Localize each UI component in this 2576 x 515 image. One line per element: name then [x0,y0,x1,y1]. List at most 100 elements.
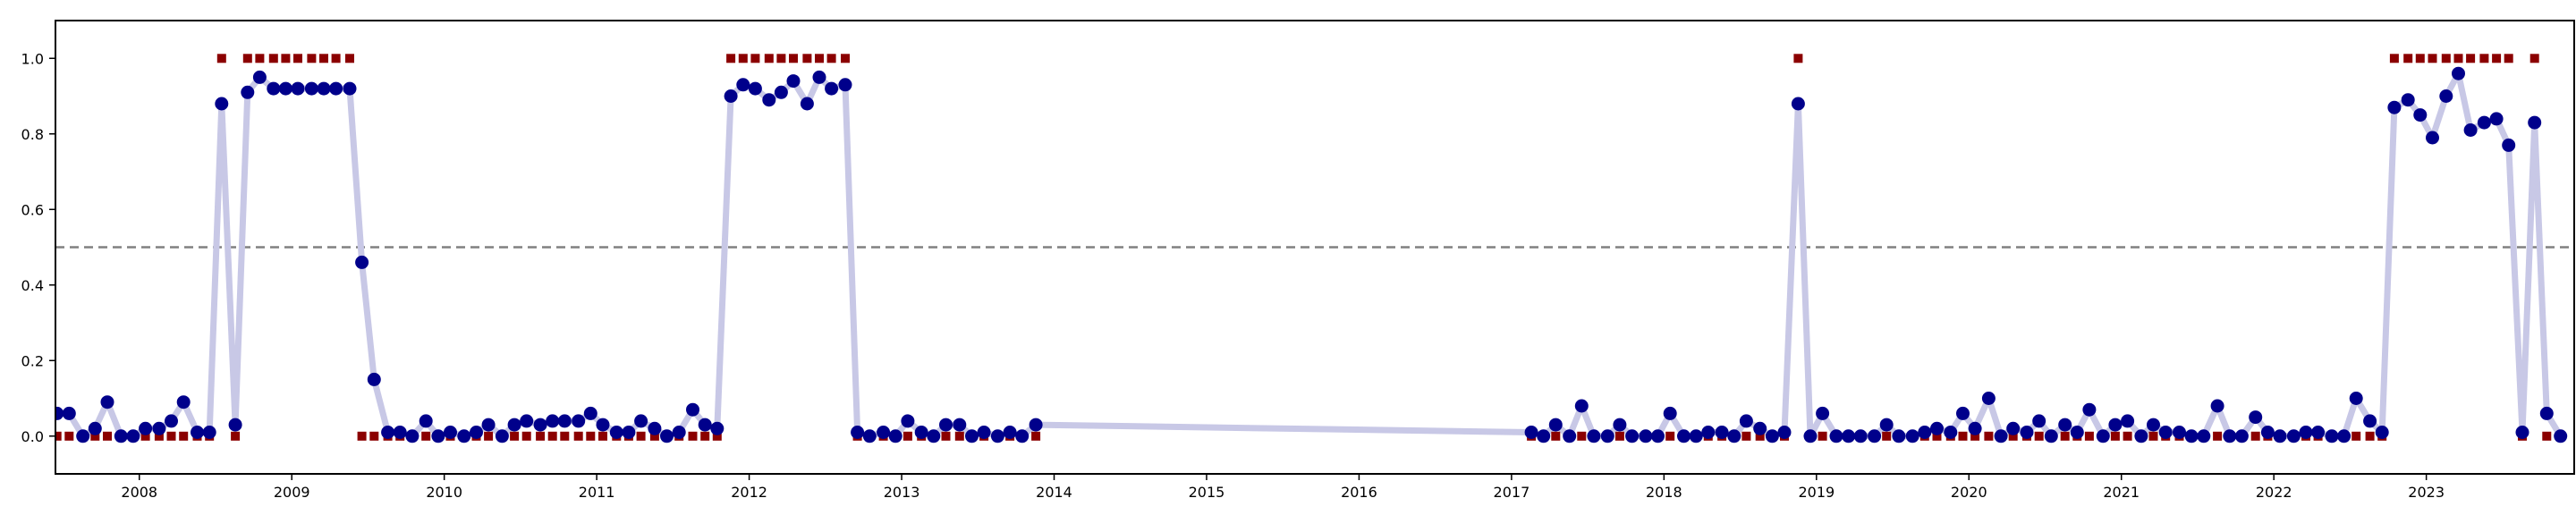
probability-point [2032,414,2046,428]
probability-point [191,426,204,439]
probability-point [1715,426,1729,439]
regime-marker [2479,54,2489,63]
regime-marker [700,431,710,441]
probability-point [710,421,724,435]
probability-point [88,421,102,435]
x-tick-label: 2016 [1341,484,1377,501]
probability-point [76,429,90,443]
probability-point [2070,426,2084,439]
regime-marker [902,431,912,441]
regime-marker [2213,431,2223,441]
probability-point [267,81,281,96]
regime-marker [802,54,812,63]
probability-point [2223,429,2237,443]
probability-point [2286,429,2301,443]
probability-point [2147,418,2160,432]
regime-marker [954,431,964,441]
probability-point [55,406,64,420]
probability-point [660,429,674,443]
probability-point [1639,429,1653,443]
probability-point [2539,406,2554,420]
x-tick-label: 2023 [2408,484,2445,501]
regime-marker [2492,54,2502,63]
probability-point [1739,414,1753,428]
regime-marker [216,54,226,63]
regime-marker [1577,431,1587,441]
plot-area [55,54,2574,443]
probability-point [1879,418,1894,432]
probability-point [507,418,521,432]
probability-point [1956,406,1970,420]
regime-marker [2110,431,2120,441]
probability-point [139,421,153,435]
probability-point [1905,429,1919,443]
regime-marker [586,431,596,441]
x-tick-label: 2021 [2103,484,2140,501]
probability-point [1892,429,1906,443]
regime-marker [421,431,431,441]
probability-point [1791,97,1805,111]
probability-point [1829,429,1843,443]
x-axis: 2008 2009 2010 2011 2012 2013 2014 2015 2016 2017… [121,474,2445,501]
regime-marker [307,54,317,63]
probability-point [241,85,255,99]
regime-marker [140,431,150,441]
probability-point [2413,108,2428,122]
probability-point [2082,402,2097,417]
probability-point [419,414,433,428]
probability-point [444,426,457,439]
regime-marker [2351,431,2361,441]
probability-point [953,418,967,432]
regime-marker [1958,431,1968,441]
probability-point [1944,426,1958,439]
probability-point [862,429,877,443]
probability-point [329,81,343,96]
probability-point [367,372,381,386]
probability-point [2337,429,2351,443]
probability-point [546,414,560,428]
probability-point [2197,429,2211,443]
regime-marker [293,54,302,63]
regime-marker [2466,54,2476,63]
regime-marker [2365,431,2375,441]
probability-point [1574,399,1589,413]
probability-point [965,429,979,443]
probability-point [877,426,891,439]
probability-point [2477,115,2491,130]
probability-point [622,426,636,439]
probability-point [736,78,750,92]
regime-marker [331,54,341,63]
probability-point [114,429,128,443]
probability-point [1548,418,1563,432]
probability-point [152,421,166,435]
probability-point [1918,426,1932,439]
probability-point [888,429,902,443]
probability-point [457,429,471,443]
probability-point [2020,426,2034,439]
probability-point [343,81,357,96]
regime-marker [1932,431,1942,441]
regime-marker [2453,54,2463,63]
regime-marker [841,54,850,63]
x-tick-label: 2020 [1951,484,1987,501]
regime-marker [2403,54,2413,63]
y-axis: 0.0 0.2 0.4 0.6 0.8 1.0 [21,50,55,445]
probability-point [1727,429,1741,443]
probability-point [2502,138,2516,152]
regime-marker [90,431,100,441]
probability-point [1994,429,2008,443]
regime-marker [688,431,698,441]
probability-point [278,81,292,96]
probability-point [176,395,191,409]
probability-point [2006,421,2021,435]
probability-point [1663,406,1677,420]
probability-point [648,421,662,435]
probability-point [2121,414,2135,428]
probability-point [252,70,267,84]
y-tick-label: 0.2 [21,352,44,369]
regime-marker [231,431,241,441]
x-tick-label: 2013 [884,484,920,501]
regime-marker [510,431,520,441]
probability-point [786,74,801,89]
regime-marker [2441,54,2451,63]
